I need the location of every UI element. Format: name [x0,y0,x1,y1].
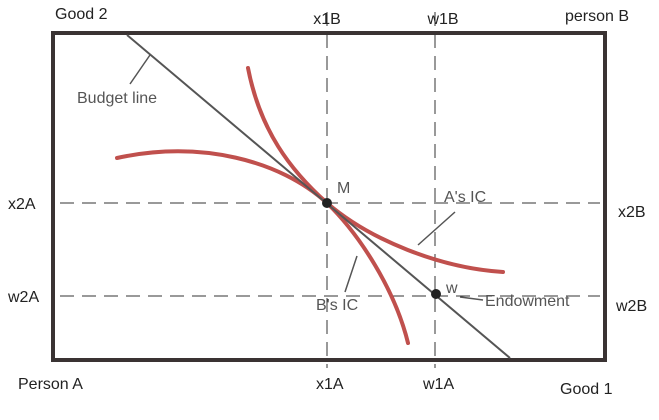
corner-label: Person A [18,376,83,393]
box [51,31,607,362]
axis-label: w2A [7,289,39,306]
leader [344,255,358,293]
leader [459,296,484,301]
a-ic-curve [115,149,505,274]
axis-label: x1B [313,11,341,28]
axis-label: x2A [8,196,36,213]
annotation: Budget line [77,90,157,107]
budget-line [126,34,511,359]
point-m [322,198,332,208]
axis-label: x1A [316,376,344,393]
annotation: B's IC [316,297,358,314]
annotation: Endowment [485,293,570,310]
corner-label: Good 1 [560,381,613,398]
annotation: A's IC [444,189,486,206]
annotation: w [445,280,458,297]
axis-label: w1A [422,376,454,393]
axis-label: w2B [615,298,647,315]
leader [417,211,456,246]
annotation: M [337,180,350,197]
point-w [431,289,441,299]
corner-label: Good 2 [55,6,108,23]
leader [129,54,151,85]
axis-label: x2B [618,204,646,221]
corner-label: person B [565,8,629,25]
axis-label: w1B [426,11,458,28]
